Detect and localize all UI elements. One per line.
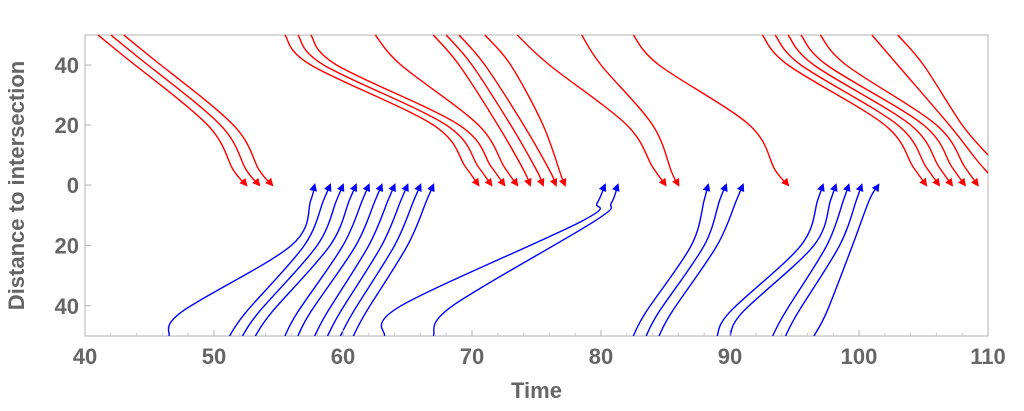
red-trajectory <box>787 34 954 187</box>
x-tick-label: 80 <box>589 344 613 369</box>
x-tick-label: 50 <box>202 344 226 369</box>
blue-trajectory <box>326 183 409 336</box>
red-trajectory <box>871 34 988 174</box>
x-tick-label: 40 <box>73 344 97 369</box>
blue-trajectory <box>716 183 825 336</box>
red-trajectory <box>110 34 261 187</box>
x-tick-label: 70 <box>460 344 484 369</box>
blue-trajectory <box>771 183 851 336</box>
y-tick-label: 20 <box>55 113 79 138</box>
red-trajectory <box>897 34 988 156</box>
x-axis-label: Time <box>511 378 562 403</box>
blue-trajectory <box>241 183 345 336</box>
blue-trajectory <box>658 183 745 336</box>
blue-trajectory <box>784 183 864 336</box>
x-tick-label: 90 <box>718 344 742 369</box>
red-trajectory <box>761 34 928 187</box>
blue-trajectory <box>645 183 728 336</box>
x-tick-label: 100 <box>841 344 878 369</box>
x-tick-label: 60 <box>331 344 355 369</box>
blue-trajectory <box>313 183 396 336</box>
y-axis-label: Distance to intersection <box>4 61 29 310</box>
red-trajectory <box>581 34 680 187</box>
red-trajectory <box>284 34 480 187</box>
plot-frame <box>84 34 989 337</box>
blue-trajectory <box>813 183 880 336</box>
red-trajectory <box>632 34 790 187</box>
blue-trajectory <box>432 183 620 336</box>
y-tick-label: 0 <box>67 173 79 198</box>
y-tick-label: 40 <box>55 53 79 78</box>
red-trajectory <box>297 34 493 187</box>
x-tick-label: 110 <box>970 344 1006 369</box>
blue-trajectory <box>228 183 332 336</box>
tick-layer: 40 50 60 70 80 90 100 110 40 20 0 20 40 <box>55 53 1006 369</box>
red-trajectory <box>432 34 532 187</box>
y-tick-label: 40 <box>55 294 79 319</box>
red-trajectory <box>445 34 545 187</box>
red-trajectory <box>458 34 558 187</box>
red-trajectory <box>800 34 966 187</box>
red-trajectory <box>123 34 274 187</box>
red-trajectory <box>97 34 248 187</box>
blue-trajectory <box>297 183 383 336</box>
y-tick-label: 20 <box>55 233 79 258</box>
blue-trajectory <box>254 183 358 336</box>
red-trajectory <box>310 34 506 187</box>
blue-trajectory <box>352 183 435 336</box>
blue-trajectory <box>380 183 607 336</box>
red-trajectory <box>516 34 667 187</box>
blue-trajectory <box>284 183 371 336</box>
series-layer <box>97 34 988 336</box>
red-trajectory <box>819 34 979 187</box>
red-trajectory <box>774 34 941 187</box>
red-trajectory <box>374 34 519 187</box>
blue-trajectory <box>729 183 838 336</box>
blue-trajectory <box>632 183 711 336</box>
blue-trajectory <box>167 183 318 336</box>
blue-trajectory <box>339 183 422 336</box>
red-trajectory <box>484 34 567 187</box>
